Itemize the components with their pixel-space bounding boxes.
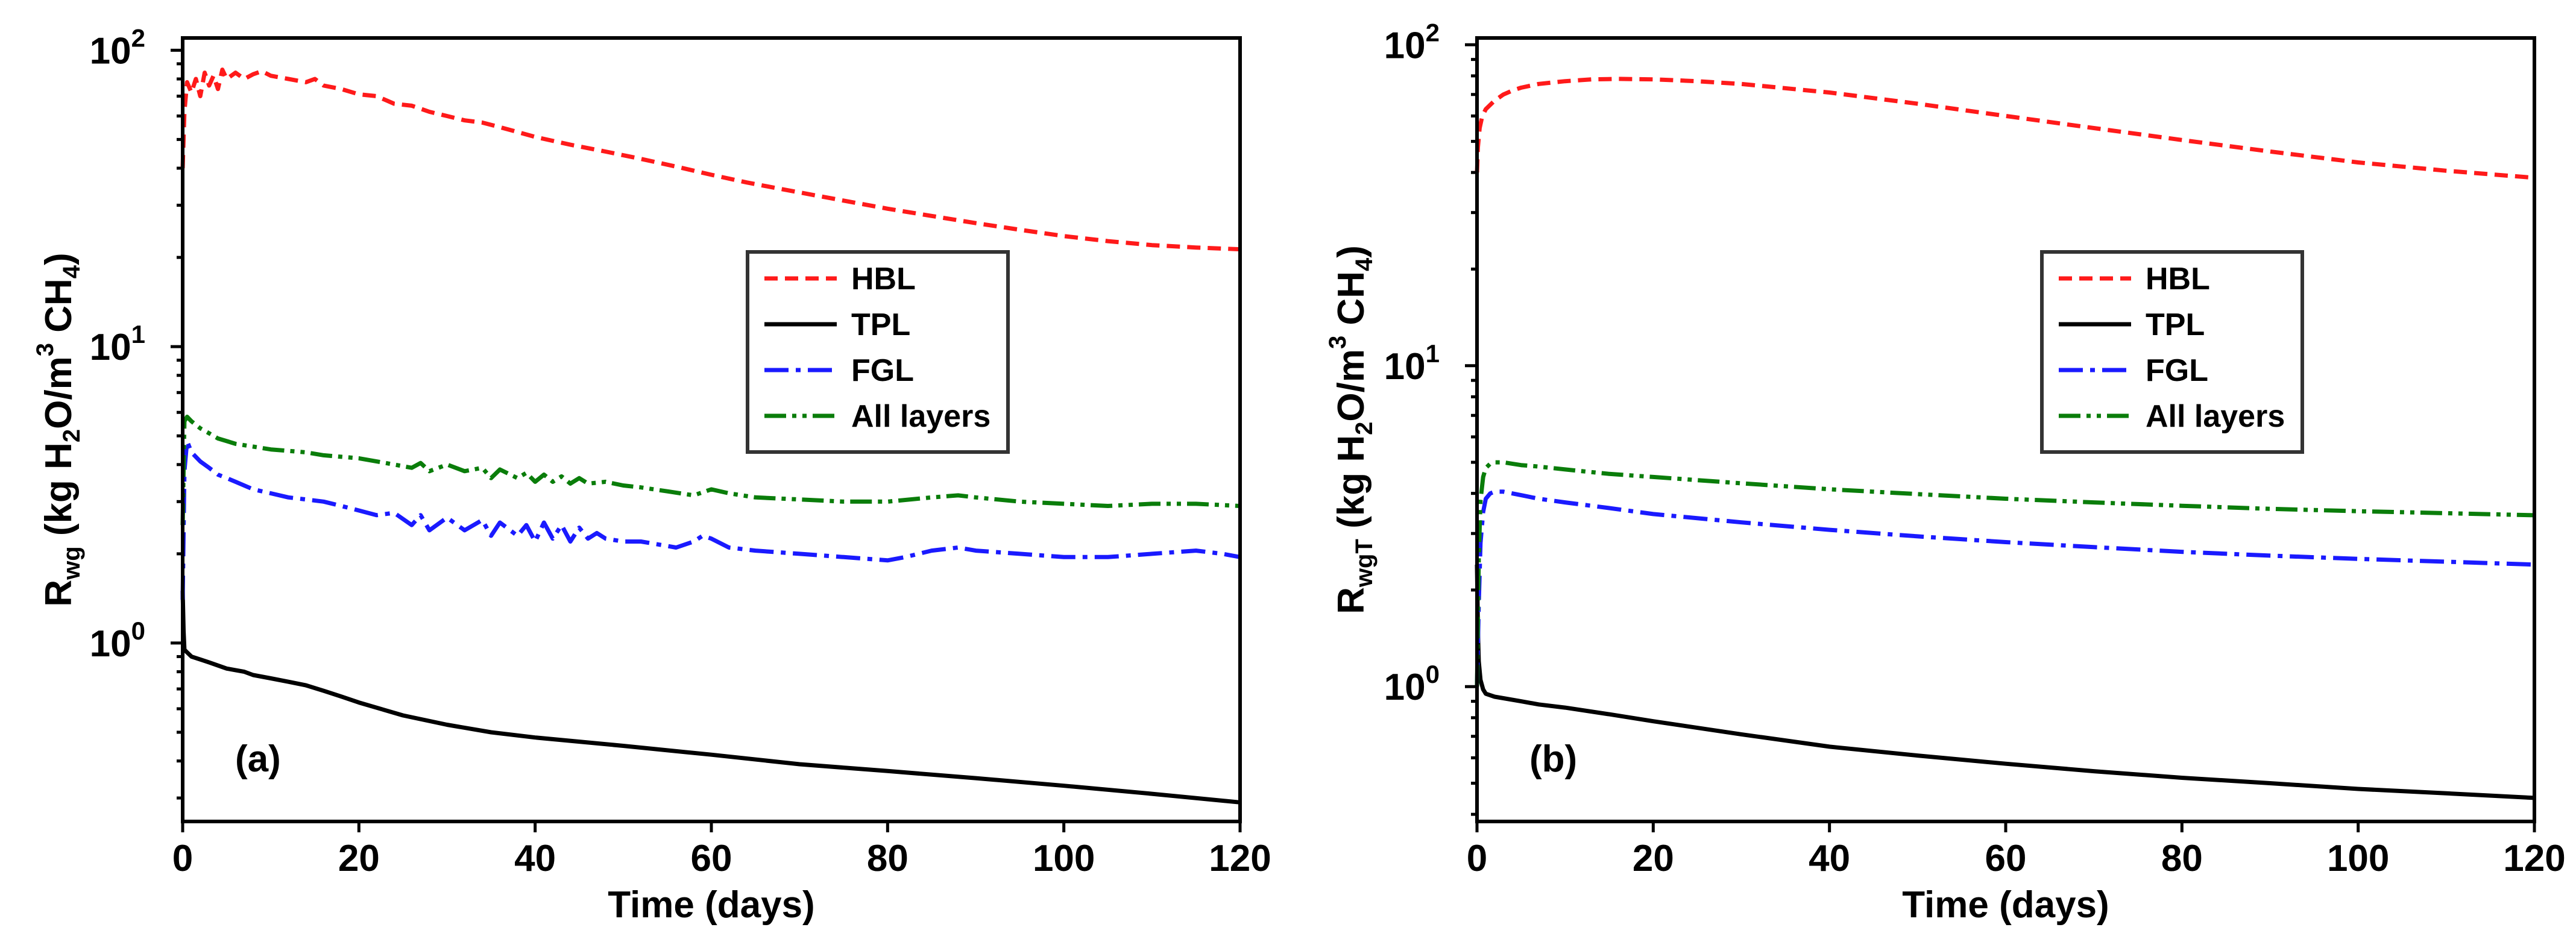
panel-a-series-all-layers [180,415,1241,526]
panel-b-x-tick-label: 60 [1985,838,2027,879]
panel-b-legend-box [2040,250,2304,454]
panel-b-legend: HBL TPL FGL All layers [2040,250,2304,454]
panel-b-chart: 0 20 40 60 80 100 120 100 101 102 Time (days) Rwg… [1324,18,2566,926]
panel-b-x-axis-label: Time (days) [1902,884,2109,926]
panel-b-x-tick-label: 20 [1633,838,1674,879]
panel-a-legend-label-all-layers: All layers [851,399,990,434]
panel-a-series [180,68,1241,805]
panel-b-label: (b) [1529,738,1577,780]
panel-b-series-hbl [1475,77,2535,180]
panel-a-series-fgl [180,439,1241,600]
panel-b-legend-label-tpl: TPL [2146,307,2205,342]
panel-b-legend-label-fgl: FGL [2146,353,2208,388]
panel-a-x-tick-label: 100 [1033,838,1095,879]
panel-a-plot-frame [181,36,1242,823]
panel-a-y-tick-label: 101 [90,320,145,368]
panel-a-legend: HBL TPL FGL All layers [746,250,1010,454]
panel-a-x-tick-label: 0 [172,838,193,879]
panel-a-series-hbl [180,68,1241,252]
panel-a-y-tick-label: 102 [90,24,145,72]
panel-a-y-axis-label: Rwg (kg H2O/m3 CH4) [32,253,85,606]
panel-b-y-tick-label: 101 [1384,339,1440,388]
panel-b-x-tick-label: 0 [1467,838,1487,879]
panel-b-x-tick-label: 80 [2161,838,2203,879]
panel-a-chart: 0 20 40 60 80 100 120 100 101 102 Time (days) Rwg… [32,24,1271,926]
panel-b-series-all-layers [1475,460,2535,687]
panel-a-y-tick-label: 100 [90,617,145,665]
panel-b-ticks: 0 20 40 60 80 100 120 100 101 102 [1384,18,2566,879]
panel-a-legend-label-fgl: FGL [851,353,914,388]
panel-a-ticks: 0 20 40 60 80 100 120 100 101 102 [90,24,1271,879]
panel-b-legend-label-hbl: HBL [2146,262,2210,297]
panel-a-x-tick-label: 40 [514,838,556,879]
panel-a-x-tick-label: 80 [867,838,909,879]
panel-b-y-tick-label: 100 [1384,660,1440,708]
panel-a-legend-box [746,250,1010,454]
panel-b-series-fgl [1475,489,2535,687]
panel-b-x-tick-label: 120 [2503,838,2565,879]
panel-a-x-axis-label: Time (days) [608,884,814,926]
panel-b-series-tpl [1475,564,2535,800]
panel-b-series [1475,77,2535,800]
panel-b-y-axis-label: RwgT (kg H2O/m3 CH4) [1324,245,1378,614]
panel-b-legend-label-all-layers: All layers [2146,399,2285,434]
panel-a-legend-label-hbl: HBL [851,262,916,297]
panel-a-label: (a) [235,738,281,780]
panel-b-x-tick-label: 100 [2327,838,2389,879]
panel-a-x-tick-label: 60 [691,838,732,879]
panel-b-plot-frame [1475,36,2536,823]
panel-a-legend-label-tpl: TPL [851,307,910,342]
panel-b-x-tick-label: 40 [1809,838,1850,879]
panel-a-series-tpl [180,591,1241,805]
panel-a-x-tick-label: 20 [338,838,380,879]
panel-a-x-tick-label: 120 [1209,838,1271,879]
panel-b-y-tick-label: 102 [1384,18,1440,66]
